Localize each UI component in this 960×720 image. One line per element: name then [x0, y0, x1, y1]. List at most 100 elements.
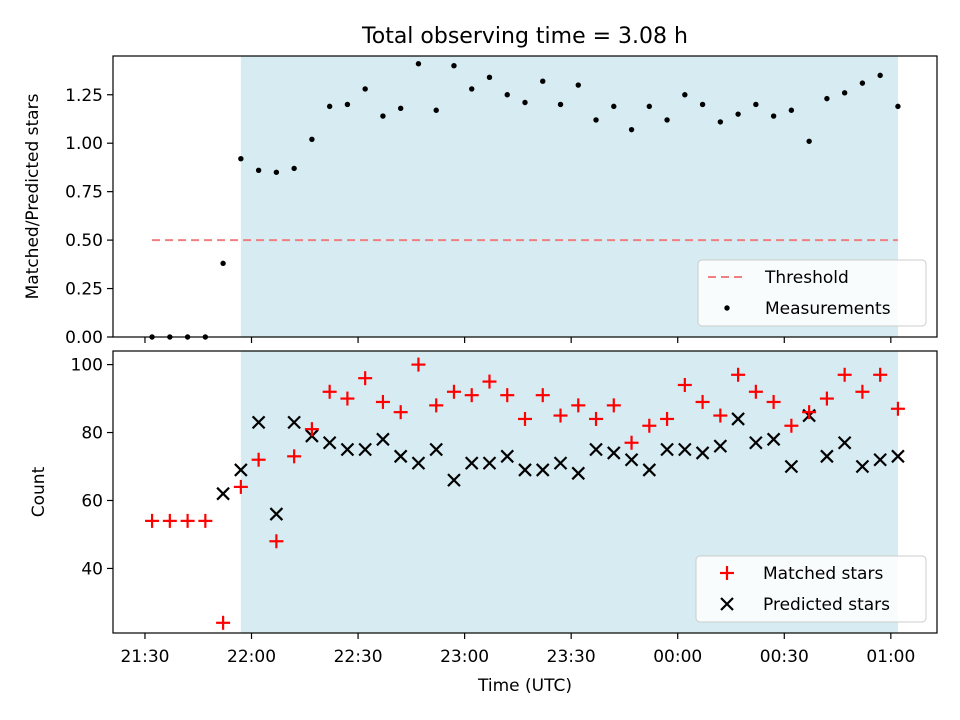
measurement-point	[877, 72, 883, 79]
bottom-panel: 40 60 80 100 21:30 22:00 22:30 23:00 23:30 00:00…	[29, 350, 938, 696]
matched-point	[748, 384, 763, 399]
matched-point	[393, 405, 408, 420]
y-tick-label: 40	[81, 559, 103, 579]
predicted-point	[234, 463, 248, 477]
matched-point	[890, 401, 905, 416]
measurement-point	[557, 101, 564, 108]
chart-title: Total observing time = 3.08 h	[361, 24, 688, 49]
measurement-point	[309, 136, 315, 143]
predicted-point	[784, 459, 799, 474]
matched-point	[837, 367, 852, 382]
measurement-point	[486, 74, 493, 81]
bottom-x-axis: 21:30 22:00 22:30 23:00 23:30 00:00 00:30 01:00	[120, 633, 915, 667]
matched-point	[429, 398, 444, 413]
measurement-point	[380, 113, 386, 119]
matched-point	[766, 394, 781, 409]
matched-point	[162, 513, 177, 528]
predicted-point	[713, 439, 728, 453]
measurement-point	[593, 117, 599, 123]
matched-point	[287, 449, 302, 464]
legend-matched-swatch	[720, 566, 734, 580]
y-tick-label: 0.75	[65, 183, 103, 203]
predicted-point	[464, 456, 479, 470]
bottom-y-axis: 40 60 80 100	[71, 356, 113, 579]
bottom-axes-frame	[112, 350, 938, 634]
x-tick-label: 00:00	[653, 647, 702, 667]
measurement-point	[717, 119, 724, 125]
bottom-legend: Matched stars Predicted stars	[695, 555, 927, 623]
y-tick-label: 1.00	[65, 134, 103, 154]
measurement-point	[664, 117, 670, 123]
y-tick-label: 60	[81, 491, 103, 511]
matched-point	[784, 418, 799, 433]
count-points	[145, 357, 905, 630]
predicted-point	[873, 452, 887, 467]
measurement-point	[575, 82, 581, 88]
bottom-legend-box	[695, 555, 927, 623]
measurement-point	[522, 99, 528, 106]
matched-point	[695, 394, 710, 409]
predicted-point	[589, 442, 603, 457]
predicted-point	[855, 459, 870, 474]
measurement-point	[238, 156, 244, 162]
matched-point	[535, 388, 550, 403]
measurement-point	[628, 126, 635, 133]
measurement-point	[397, 105, 404, 112]
matched-point	[216, 615, 231, 630]
matched-point	[802, 405, 817, 420]
matched-point	[642, 418, 657, 433]
measurement-point	[220, 260, 226, 267]
legend-predicted-swatch	[720, 597, 734, 611]
matched-point	[269, 534, 284, 549]
measurement-point	[273, 169, 280, 175]
predicted-point	[429, 442, 443, 457]
measurement-point	[824, 95, 830, 102]
measurement-point	[326, 103, 333, 110]
measurement-point	[611, 103, 617, 110]
measurement-point	[699, 101, 706, 108]
predicted-point	[376, 432, 390, 447]
matched-point	[464, 388, 479, 403]
predicted-point	[607, 446, 621, 460]
predicted-point	[500, 449, 515, 464]
predicted-point	[695, 446, 710, 460]
measurement-point	[504, 92, 510, 98]
top-axes-frame	[112, 55, 938, 338]
measurement-point	[859, 80, 866, 86]
matched-point	[375, 394, 390, 409]
matched-point	[660, 411, 675, 426]
measurement-point	[735, 111, 741, 117]
measurement-point	[841, 90, 848, 96]
predicted-point	[820, 449, 834, 464]
matched-point	[340, 391, 355, 406]
measurement-point	[433, 107, 439, 113]
legend-threshold-label: Threshold	[764, 268, 849, 288]
measurement-point	[682, 92, 688, 98]
predicted-point	[269, 507, 284, 521]
bottom-y-axis-label: Count	[29, 466, 49, 517]
matched-point	[553, 408, 568, 423]
predicted-point	[393, 449, 408, 464]
measurement-point	[451, 62, 457, 69]
x-tick-label: 22:00	[227, 647, 276, 667]
predicted-point	[624, 452, 639, 467]
predicted-point	[678, 442, 692, 457]
matched-point	[518, 411, 532, 426]
measurement-point	[469, 86, 475, 92]
top-y-axis: 0.00 0.25 0.50 0.75 1.00 1.25	[65, 86, 113, 348]
legend-measurements-swatch	[724, 305, 730, 311]
measurement-point	[291, 165, 297, 172]
measurement-point	[895, 103, 901, 110]
legend-predicted-label: Predicted stars	[763, 595, 890, 615]
matched-point	[180, 513, 195, 528]
predicted-point	[837, 435, 852, 450]
matched-point	[677, 377, 692, 392]
x-tick-label: 00:30	[760, 647, 809, 667]
matched-point	[500, 388, 515, 403]
x-tick-label: 01:00	[866, 647, 915, 667]
predicted-point	[571, 466, 586, 481]
predicted-point	[642, 463, 657, 477]
measurement-point	[753, 101, 759, 108]
measurement-point	[770, 113, 777, 119]
